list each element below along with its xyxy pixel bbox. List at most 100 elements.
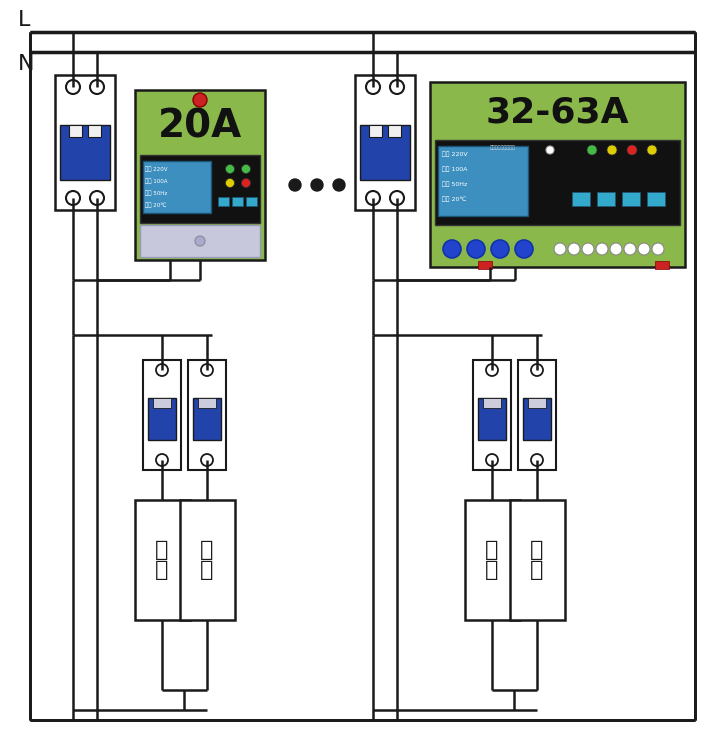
Bar: [473, 360, 511, 470]
Bar: [140, 155, 260, 223]
Bar: [483, 398, 501, 408]
Circle shape: [225, 179, 234, 188]
Text: 电流 100A: 电流 100A: [145, 178, 167, 184]
Circle shape: [627, 145, 637, 155]
Circle shape: [311, 179, 323, 191]
Text: N: N: [18, 54, 35, 74]
Text: 负: 负: [155, 540, 169, 560]
Circle shape: [66, 191, 80, 205]
Bar: [135, 500, 190, 620]
Bar: [655, 261, 669, 269]
Circle shape: [195, 236, 205, 246]
Bar: [572, 192, 590, 206]
Circle shape: [193, 93, 207, 107]
Bar: [622, 192, 640, 206]
Circle shape: [554, 243, 566, 255]
Circle shape: [241, 179, 251, 188]
Text: 负: 负: [530, 540, 544, 560]
Circle shape: [652, 243, 664, 255]
Text: 32-63A: 32-63A: [486, 95, 629, 129]
Circle shape: [486, 364, 498, 376]
Bar: [135, 90, 265, 260]
Bar: [438, 146, 528, 216]
Circle shape: [582, 243, 594, 255]
Text: 温度 20℃: 温度 20℃: [145, 202, 166, 208]
Bar: [188, 360, 226, 470]
Circle shape: [90, 80, 104, 94]
Bar: [478, 398, 506, 440]
Circle shape: [390, 191, 404, 205]
Bar: [148, 398, 176, 440]
Circle shape: [531, 364, 543, 376]
Circle shape: [443, 240, 461, 258]
Text: 载: 载: [200, 560, 214, 580]
Bar: [597, 192, 615, 206]
Text: L: L: [18, 10, 30, 30]
Text: 电压 220V: 电压 220V: [442, 151, 468, 157]
Circle shape: [568, 243, 580, 255]
Circle shape: [66, 80, 80, 94]
Circle shape: [587, 145, 597, 155]
Text: 电流 100A: 电流 100A: [442, 166, 468, 172]
Circle shape: [624, 243, 636, 255]
Text: 温度 20℃: 温度 20℃: [442, 196, 466, 202]
Circle shape: [156, 454, 168, 466]
Circle shape: [156, 364, 168, 376]
Bar: [355, 75, 415, 210]
Bar: [647, 192, 665, 206]
Circle shape: [201, 364, 213, 376]
Bar: [523, 398, 551, 440]
Bar: [528, 398, 546, 408]
Bar: [143, 360, 181, 470]
Bar: [510, 500, 565, 620]
Circle shape: [596, 243, 608, 255]
Bar: [140, 225, 260, 257]
Bar: [430, 82, 685, 267]
Bar: [435, 140, 680, 225]
Bar: [232, 197, 243, 206]
Circle shape: [607, 145, 617, 155]
Text: 载: 载: [485, 560, 499, 580]
Bar: [218, 197, 229, 206]
Bar: [198, 398, 216, 408]
Bar: [69, 125, 82, 137]
Text: 负: 负: [200, 540, 214, 560]
Text: 频率 50Hz: 频率 50Hz: [145, 190, 167, 196]
Circle shape: [638, 243, 650, 255]
Circle shape: [333, 179, 345, 191]
Text: 频率 50Hz: 频率 50Hz: [442, 181, 467, 187]
Circle shape: [201, 454, 213, 466]
Circle shape: [467, 240, 485, 258]
Bar: [478, 261, 492, 269]
Circle shape: [241, 165, 251, 174]
Bar: [465, 500, 520, 620]
Bar: [246, 197, 257, 206]
Circle shape: [225, 165, 234, 174]
Text: 电压 220V: 电压 220V: [145, 166, 167, 172]
Circle shape: [647, 145, 657, 155]
Bar: [55, 75, 115, 210]
Bar: [88, 125, 101, 137]
Bar: [369, 125, 382, 137]
Circle shape: [366, 80, 380, 94]
Text: 20A: 20A: [158, 107, 242, 145]
Bar: [180, 500, 235, 620]
Text: 载: 载: [530, 560, 544, 580]
Bar: [518, 360, 556, 470]
Circle shape: [610, 243, 622, 255]
Circle shape: [531, 454, 543, 466]
Circle shape: [366, 191, 380, 205]
Text: 电气防火限流保护器: 电气防火限流保护器: [490, 145, 516, 150]
Text: 负: 负: [485, 540, 499, 560]
Circle shape: [546, 146, 554, 154]
Circle shape: [486, 454, 498, 466]
Circle shape: [390, 80, 404, 94]
Circle shape: [90, 191, 104, 205]
Bar: [360, 125, 410, 180]
Bar: [193, 398, 221, 440]
Circle shape: [515, 240, 533, 258]
Bar: [143, 161, 211, 213]
Bar: [388, 125, 401, 137]
Bar: [60, 125, 110, 180]
Bar: [153, 398, 171, 408]
